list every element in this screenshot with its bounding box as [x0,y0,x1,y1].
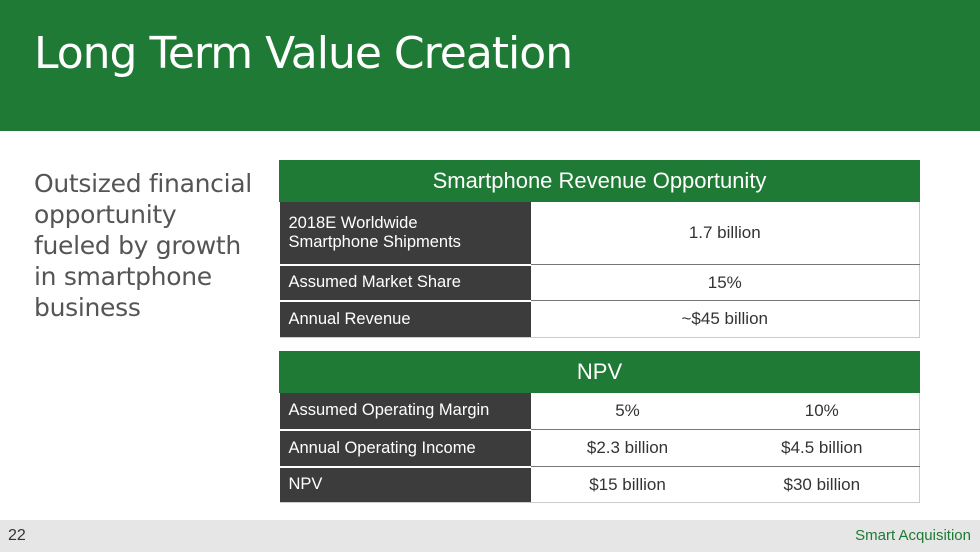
row-label: NPV [279,466,531,503]
row-label-line: Smartphone Shipments [288,232,461,251]
table-header-row: Smartphone Revenue Opportunity [279,160,920,202]
table-row: Annual Revenue ~$45 billion [279,300,920,338]
table-header-row: NPV [278,351,921,393]
row-label: Assumed Operating Margin [279,392,531,431]
row-label: Assumed Market Share [279,264,531,302]
row-label-line: 2018E Worldwide [288,213,418,232]
row-value: $4.5 billion [724,429,921,467]
table-row: Annual Operating Income $2.3 billion $4.… [279,429,921,468]
row-value: 10% [724,392,921,430]
row-label: Annual Revenue [279,300,531,338]
row-value: $2.3 billion [530,429,725,467]
row-value: 5% [530,392,725,430]
slide-subtitle: Outsized financial opportunity fueled by… [34,168,259,323]
row-value: ~$45 billion [530,300,920,338]
subtitle-line: opportunity [34,200,177,229]
row-value: 15% [530,264,920,301]
subtitle-line: business [34,293,141,322]
revenue-table-title: Smartphone Revenue Opportunity [279,160,920,202]
row-label: Annual Operating Income [279,429,531,468]
row-value: 1.7 billion [530,201,920,265]
page-number: 22 [8,527,26,544]
slide-title: Long Term Value Creation [34,28,573,79]
subtitle-line: fueled by growth [34,231,241,260]
revenue-opportunity-table: Smartphone Revenue Opportunity 2018E Wor… [279,160,920,338]
npv-table-title: NPV [278,351,921,393]
table-row: NPV $15 billion $30 billion [279,466,921,503]
subtitle-line: Outsized financial [34,169,252,198]
subtitle-line: in smartphone [34,262,212,291]
table-row: Assumed Market Share 15% [279,264,920,302]
row-value: $15 billion [530,466,725,503]
footer-brand-text: Smart Acquisition [855,527,971,544]
slide-footer: 22 Smart Acquisition [0,520,980,552]
row-value: $30 billion [724,466,921,503]
table-row: Assumed Operating Margin 5% 10% [279,392,921,431]
table-row: 2018E Worldwide Smartphone Shipments 1.7… [279,201,920,266]
row-label: 2018E Worldwide Smartphone Shipments [279,201,531,266]
npv-table: NPV Assumed Operating Margin 5% 10% Annu… [278,351,921,503]
title-banner: Long Term Value Creation [0,0,980,131]
